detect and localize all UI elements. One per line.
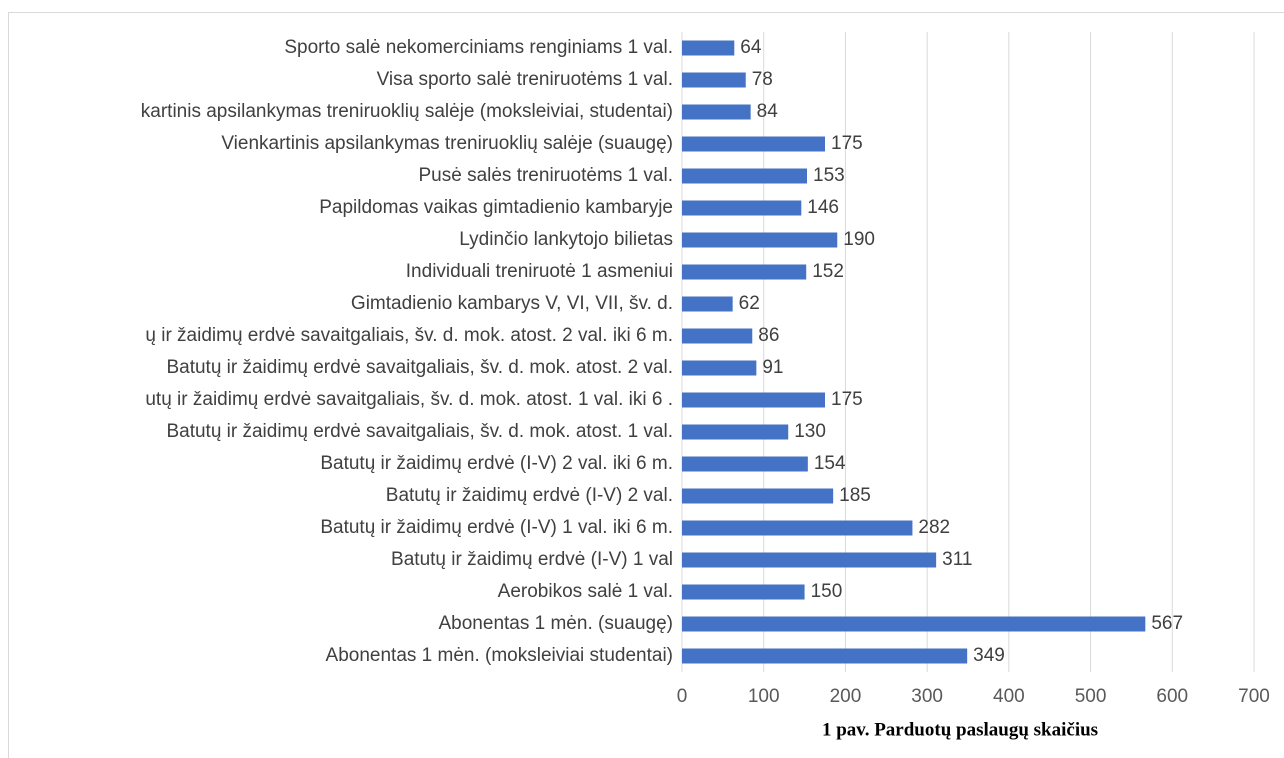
y-tick-label: Batutų ir žaidimų erdvė (I-V) 1 val [391, 549, 673, 570]
bar [682, 648, 968, 664]
bar [682, 136, 825, 152]
y-tick-label: utų ir žaidimų erdvė savaitgaliais, šv. … [145, 389, 673, 410]
data-label: 282 [918, 517, 950, 538]
bar [682, 488, 834, 504]
data-label: 91 [762, 357, 783, 378]
y-tick-label: Abonentas 1 mėn. (suaugę) [439, 613, 674, 634]
bar [682, 552, 937, 568]
data-label: 86 [758, 325, 779, 346]
y-tick-label: Aerobikos salė 1 val. [498, 581, 673, 602]
data-label: 130 [794, 421, 826, 442]
data-label: 84 [757, 101, 779, 122]
chart-title: 1 pav. Parduotų paslaugų skaičius [822, 719, 1098, 740]
data-label: 185 [839, 485, 871, 506]
y-tick-label: Gimtadienio kambarys V, VI, VII, šv. d. [351, 293, 673, 314]
y-tick-label: Papildomas vaikas gimtadienio kambaryje [319, 197, 673, 218]
bar [682, 456, 808, 472]
y-tick-label: Batutų ir žaidimų erdvė savaitgaliais, š… [166, 421, 673, 442]
bar [682, 264, 807, 280]
bar [682, 200, 802, 216]
data-label: 78 [752, 69, 773, 90]
bar [682, 360, 757, 376]
data-label: 62 [739, 293, 760, 314]
data-label: 567 [1151, 613, 1183, 634]
bar [682, 584, 805, 600]
data-label: 154 [814, 453, 846, 474]
y-tick-label: Batutų ir žaidimų erdvė (I-V) 2 val. [386, 485, 673, 506]
y-tick-label: Vienkartinis apsilankymas treniruoklių s… [221, 133, 673, 154]
y-tick-label: Lydinčio lankytojo bilietas [459, 229, 673, 250]
data-label: 153 [813, 165, 845, 186]
bar [682, 616, 1146, 632]
y-tick-label: Individuali treniruotė 1 asmeniui [406, 261, 673, 282]
y-tick-label: kartinis apsilankymas treniruoklių salėj… [141, 101, 673, 122]
y-tick-label: Abonentas 1 mėn. (moksleiviai studentai) [326, 645, 673, 666]
data-label: 311 [942, 549, 972, 570]
data-label: 175 [831, 133, 863, 154]
data-label: 64 [740, 37, 762, 58]
data-label: 349 [973, 645, 1005, 666]
y-tick-label: Sporto salė nekomerciniams renginiams 1 … [284, 37, 673, 58]
bar [682, 328, 753, 344]
y-tick-label: Batutų ir žaidimų erdvė savaitgaliais, š… [166, 357, 673, 378]
bar [682, 72, 746, 88]
data-label: 190 [843, 229, 875, 250]
chart-frame [8, 12, 1284, 758]
x-tick-label: 300 [911, 686, 943, 707]
x-tick-label: 700 [1238, 686, 1270, 707]
data-label: 146 [807, 197, 839, 218]
bar [682, 40, 735, 56]
x-tick-label: 100 [748, 686, 780, 707]
y-tick-label: Pusė salės treniruotėms 1 val. [418, 165, 673, 186]
x-tick-label: 200 [830, 686, 862, 707]
data-label: 175 [831, 389, 863, 410]
y-tick-label: Batutų ir žaidimų erdvė (I-V) 1 val. iki… [320, 517, 673, 538]
bar [682, 392, 825, 408]
bar [682, 104, 751, 120]
bar [682, 232, 838, 248]
bar [682, 168, 808, 184]
y-tick-label: Visa sporto salė treniruotėms 1 val. [377, 69, 673, 90]
data-label: 150 [811, 581, 843, 602]
y-tick-label: Batutų ir žaidimų erdvė (I-V) 2 val. iki… [320, 453, 673, 474]
bar [682, 520, 913, 536]
bar [682, 296, 733, 312]
data-label: 152 [812, 261, 844, 282]
bar [682, 424, 789, 440]
x-tick-label: 600 [1156, 686, 1188, 707]
x-tick-label: 400 [993, 686, 1025, 707]
y-tick-label: ų ir žaidimų erdvė savaitgaliais, šv. d.… [145, 325, 673, 346]
x-tick-label: 0 [677, 686, 688, 707]
x-tick-label: 500 [1075, 686, 1107, 707]
